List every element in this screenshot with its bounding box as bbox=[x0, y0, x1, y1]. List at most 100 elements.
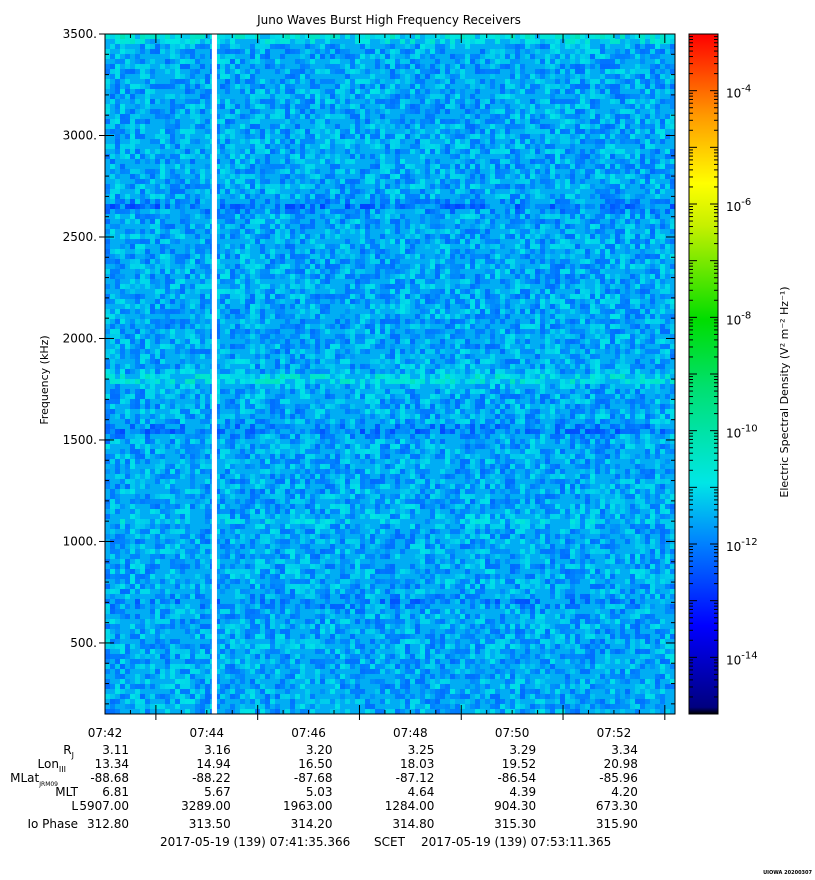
spectrogram-cell bbox=[425, 74, 430, 79]
spectrogram-cell bbox=[515, 199, 520, 204]
spectrogram-cell bbox=[265, 184, 270, 189]
spectrogram-cell bbox=[195, 104, 200, 109]
spectrogram-cell bbox=[160, 129, 165, 134]
spectrogram-cell bbox=[310, 329, 315, 334]
spectrogram-cell bbox=[380, 184, 385, 189]
spectrogram-cell bbox=[415, 134, 420, 139]
spectrogram-cell bbox=[565, 274, 570, 279]
spectrogram-cell bbox=[515, 169, 520, 174]
spectrogram-cell bbox=[525, 274, 530, 279]
spectrogram-cell bbox=[670, 294, 675, 299]
spectrogram-cell bbox=[635, 224, 640, 229]
spectrogram-cell bbox=[490, 364, 495, 369]
spectrogram-cell bbox=[660, 309, 665, 314]
spectrogram-cell bbox=[110, 64, 115, 69]
spectrogram-cell bbox=[455, 179, 460, 184]
spectrogram-cell bbox=[555, 154, 560, 159]
spectrogram-cell bbox=[345, 264, 350, 269]
spectrogram-cell bbox=[355, 324, 360, 329]
spectrogram-cell bbox=[595, 269, 600, 274]
spectrogram-cell bbox=[145, 94, 150, 99]
spectrogram-cell bbox=[540, 174, 545, 179]
spectrogram-cell bbox=[315, 359, 320, 364]
spectrogram-cell bbox=[165, 304, 170, 309]
spectrogram-cell bbox=[340, 354, 345, 359]
spectrogram-cell bbox=[460, 279, 465, 284]
spectrogram-cell bbox=[275, 39, 280, 44]
spectrogram-cell bbox=[250, 294, 255, 299]
spectrogram-cell bbox=[550, 264, 555, 269]
spectrogram-cell bbox=[390, 124, 395, 129]
spectrogram-cell bbox=[600, 204, 605, 209]
spectrogram-cell bbox=[425, 229, 430, 234]
spectrogram-cell bbox=[500, 194, 505, 199]
spectrogram-cell bbox=[380, 199, 385, 204]
spectrogram-cell bbox=[660, 174, 665, 179]
spectrogram-cell bbox=[260, 104, 265, 109]
spectrogram-cell bbox=[550, 309, 555, 314]
spectrogram-cell bbox=[375, 59, 380, 64]
spectrogram-cell bbox=[475, 299, 480, 304]
spectrogram-cell bbox=[450, 289, 455, 294]
spectrogram-cell bbox=[635, 104, 640, 109]
spectrogram-cell bbox=[175, 204, 180, 209]
spectrogram-cell bbox=[240, 359, 245, 364]
spectrogram-cell bbox=[250, 349, 255, 354]
spectrogram-cell bbox=[165, 364, 170, 369]
spectrogram-cell bbox=[265, 44, 270, 49]
spectrogram-cell bbox=[450, 254, 455, 259]
spectrogram-cell bbox=[225, 64, 230, 69]
spectrogram-cell bbox=[280, 324, 285, 329]
spectrogram-cell bbox=[665, 199, 670, 204]
spectrogram-cell bbox=[445, 249, 450, 254]
spectrogram-cell bbox=[135, 349, 140, 354]
spectrogram-cell bbox=[615, 194, 620, 199]
spectrogram-cell bbox=[550, 329, 555, 334]
spectrogram-cell bbox=[510, 109, 515, 114]
spectrogram-cell bbox=[310, 199, 315, 204]
spectrogram-cell bbox=[285, 129, 290, 134]
spectrogram-cell bbox=[600, 54, 605, 59]
spectrogram-cell bbox=[220, 119, 225, 124]
spectrogram-cell bbox=[445, 374, 450, 379]
spectrogram-cell bbox=[465, 214, 470, 219]
spectrogram-cell bbox=[660, 79, 665, 84]
spectrogram-cell bbox=[365, 114, 370, 119]
spectrogram-cell bbox=[355, 299, 360, 304]
spectrogram-cell bbox=[400, 194, 405, 199]
spectrogram-cell bbox=[300, 254, 305, 259]
spectrogram-cell bbox=[265, 334, 270, 339]
spectrogram-cell bbox=[385, 149, 390, 154]
spectrogram-cell bbox=[430, 299, 435, 304]
spectrogram-cell bbox=[330, 34, 335, 39]
spectrogram-cell bbox=[280, 344, 285, 349]
spectrogram-cell bbox=[140, 374, 145, 379]
spectrogram-cell bbox=[650, 109, 655, 114]
spectrogram-cell bbox=[450, 99, 455, 104]
spectrogram-cell bbox=[305, 49, 310, 54]
spectrogram-cell bbox=[395, 239, 400, 244]
spectrogram-cell bbox=[520, 249, 525, 254]
spectrogram-cell bbox=[375, 224, 380, 229]
spectrogram-cell bbox=[105, 364, 110, 369]
spectrogram-cell bbox=[190, 89, 195, 94]
spectrogram-cell bbox=[545, 144, 550, 149]
spectrogram-cell bbox=[365, 129, 370, 134]
spectrogram-cell bbox=[235, 344, 240, 349]
spectrogram-cell bbox=[580, 39, 585, 44]
spectrogram-cell bbox=[135, 84, 140, 89]
spectrogram-cell bbox=[460, 214, 465, 219]
spectrogram-cell bbox=[240, 229, 245, 234]
spectrogram-cell bbox=[630, 69, 635, 74]
spectrogram-cell bbox=[155, 269, 160, 274]
spectrogram-cell bbox=[550, 94, 555, 99]
spectrogram-cell bbox=[630, 134, 635, 139]
spectrogram-cell bbox=[225, 169, 230, 174]
spectrogram-cell bbox=[595, 34, 600, 39]
spectrogram-cell bbox=[645, 349, 650, 354]
spectrogram-cell bbox=[340, 374, 345, 379]
spectrogram-cell bbox=[400, 59, 405, 64]
spectrogram-cell bbox=[395, 124, 400, 129]
spectrogram-cell bbox=[435, 304, 440, 309]
spectrogram-cell bbox=[430, 134, 435, 139]
